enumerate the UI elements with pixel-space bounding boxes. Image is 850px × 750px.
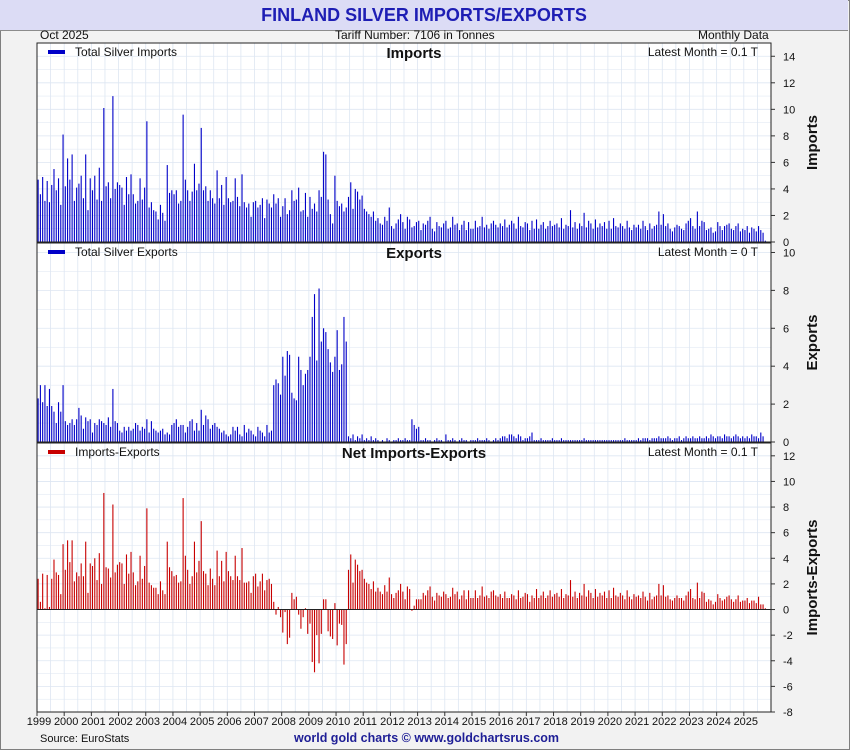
y-tick-label-net: -8 xyxy=(783,707,793,719)
x-tick-label: 2021 xyxy=(625,716,649,728)
x-tick-label: 2015 xyxy=(462,716,486,728)
x-tick-label: 2024 xyxy=(706,716,730,728)
x-tick-label: 2014 xyxy=(435,716,459,728)
plot-border-exports xyxy=(36,242,772,443)
panel-title-net: Net Imports-Exports xyxy=(342,445,486,462)
x-tick-label: 2009 xyxy=(299,716,323,728)
y-tick-label-net: 0 xyxy=(783,605,789,617)
x-tick-label: 2003 xyxy=(135,716,159,728)
latest-month-net: Latest Month = 0.1 T xyxy=(648,445,759,459)
y-tick-label-exports: 6 xyxy=(783,323,789,335)
x-tick-label: 2013 xyxy=(407,716,431,728)
x-tick-label: 2025 xyxy=(734,716,758,728)
legend-label-exports: Total Silver Exports xyxy=(75,245,178,259)
data-frequency: Monthly Data xyxy=(698,28,769,42)
plot-border-net xyxy=(36,442,772,713)
x-tick-label: 2023 xyxy=(679,716,703,728)
y-tick-label-imports: 4 xyxy=(783,184,789,196)
y-tick-label-net: 8 xyxy=(783,502,789,514)
x-tick-label: 2022 xyxy=(652,716,676,728)
axis-label-net: Imports-Exports xyxy=(804,520,821,636)
x-tick-label: 2012 xyxy=(380,716,404,728)
y-tick-label-net: 6 xyxy=(783,528,789,540)
panel-title-imports: Imports xyxy=(386,45,441,62)
y-tick-label-imports: 8 xyxy=(783,131,789,143)
y-tick-label-imports: 14 xyxy=(783,51,795,63)
y-tick-label-net: -4 xyxy=(783,656,793,668)
legend-label-net: Imports-Exports xyxy=(75,445,160,459)
y-tick-label-imports: 2 xyxy=(783,210,789,222)
x-tick-label: 2002 xyxy=(108,716,132,728)
axis-label-exports: Exports xyxy=(804,315,821,371)
y-tick-label-exports: 8 xyxy=(783,285,789,297)
y-tick-label-imports: 10 xyxy=(783,104,795,116)
x-tick-label: 2010 xyxy=(326,716,350,728)
x-tick-label: 2020 xyxy=(598,716,622,728)
y-tick-label-exports: 4 xyxy=(783,361,789,373)
y-tick-label-net: 2 xyxy=(783,579,789,591)
y-tick-label-exports: 10 xyxy=(783,247,795,259)
y-tick-label-imports: 6 xyxy=(783,157,789,169)
y-tick-label-exports: 2 xyxy=(783,399,789,411)
x-tick-label: 2000 xyxy=(54,716,78,728)
y-tick-label-net: -6 xyxy=(783,681,793,693)
x-tick-label: 2007 xyxy=(244,716,268,728)
panel-title-exports: Exports xyxy=(386,245,442,262)
x-tick-label: 1999 xyxy=(27,716,51,728)
latest-month-exports: Latest Month = 0 T xyxy=(658,245,759,259)
source-note: Source: EuroStats xyxy=(40,733,130,745)
x-tick-label: 2016 xyxy=(489,716,513,728)
x-tick-label: 2018 xyxy=(543,716,567,728)
y-tick-label-imports: 12 xyxy=(783,78,795,90)
y-tick-label-net: 4 xyxy=(783,553,789,565)
y-tick-label-net: -2 xyxy=(783,630,793,642)
legend-swatch-imports xyxy=(48,50,65,54)
legend-swatch-net xyxy=(48,450,65,454)
y-tick-label-net: 12 xyxy=(783,451,795,463)
y-tick-label-net: 10 xyxy=(783,476,795,488)
x-tick-label: 2001 xyxy=(81,716,105,728)
legend-swatch-exports xyxy=(48,250,65,254)
tariff-number: Tariff Number: 7106 in Tonnes xyxy=(335,28,495,42)
chart-title: FINLAND SILVER IMPORTS/EXPORTS xyxy=(0,0,848,31)
x-tick-label: 2019 xyxy=(570,716,594,728)
y-tick-label-imports: 0 xyxy=(783,237,789,249)
x-tick-label: 2017 xyxy=(516,716,540,728)
credit-line: world gold charts © www.goldchartsrus.co… xyxy=(294,731,560,745)
axis-label-imports: Imports xyxy=(804,115,821,170)
latest-month-imports: Latest Month = 0.1 T xyxy=(648,45,759,59)
plot-border-imports xyxy=(36,42,772,243)
y-tick-label-exports: 0 xyxy=(783,437,789,449)
x-tick-label: 2005 xyxy=(190,716,214,728)
legend-label-imports: Total Silver Imports xyxy=(75,45,177,59)
x-tick-label: 2006 xyxy=(217,716,241,728)
x-tick-label: 2011 xyxy=(353,716,377,728)
report-date: Oct 2025 xyxy=(40,28,89,42)
x-tick-label: 2008 xyxy=(271,716,295,728)
x-tick-label: 2004 xyxy=(163,716,187,728)
